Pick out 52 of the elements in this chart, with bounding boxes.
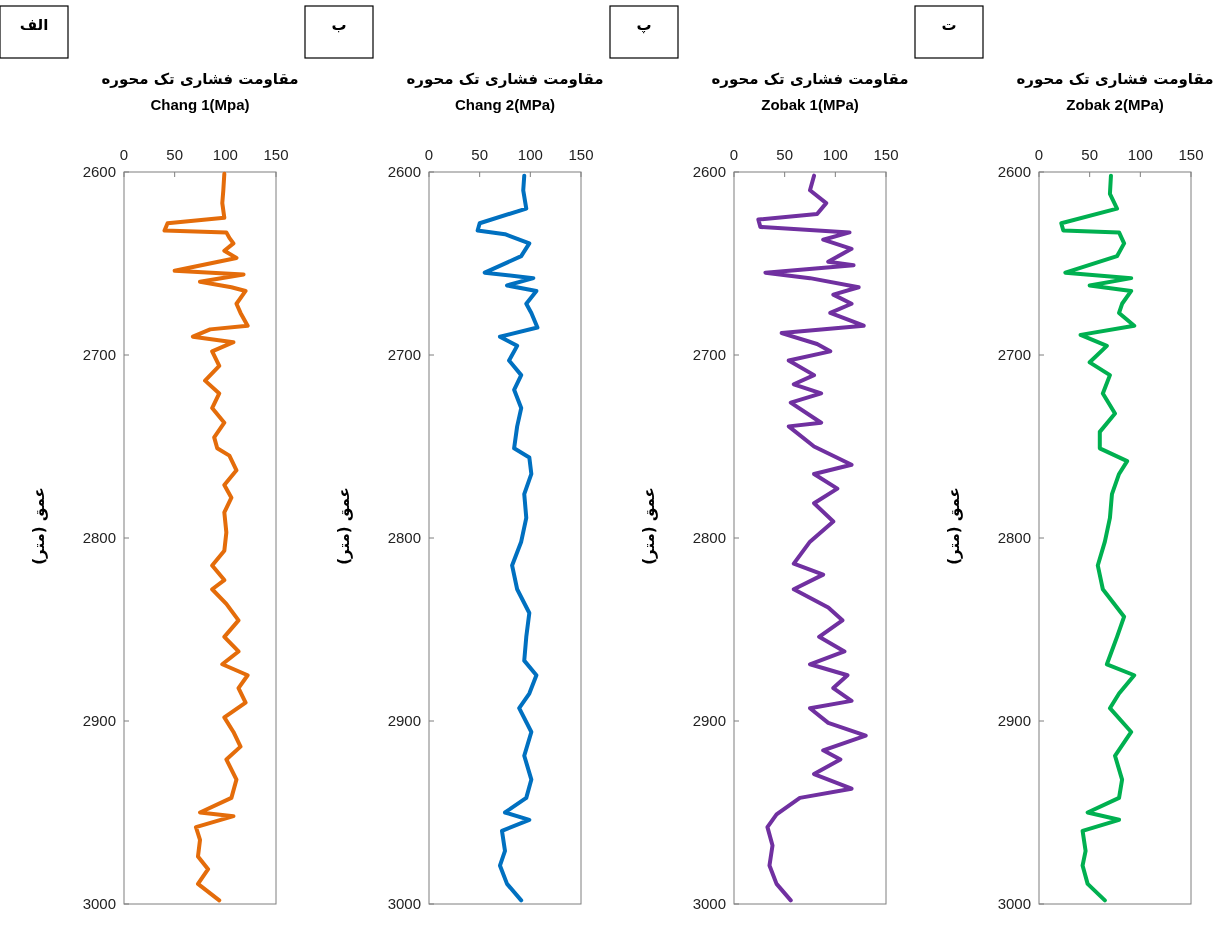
y-tick-label: 2800: [387, 529, 421, 546]
y-tick-label: 2800: [997, 529, 1031, 546]
y-axis-title: عمق (متر): [640, 487, 658, 565]
x-tick-label: 100: [1127, 146, 1153, 163]
y-tick-label: 2800: [82, 529, 116, 546]
x-tick-label: 50: [1081, 146, 1099, 163]
x-tick-label: 100: [212, 146, 238, 163]
x-tick-label: 100: [517, 146, 543, 163]
chart-title: مقاومت فشاری تک محوره: [406, 70, 604, 88]
x-tick-label: 150: [1178, 146, 1204, 163]
y-tick-label: 3000: [387, 895, 421, 912]
y-tick-label: 2800: [692, 529, 726, 546]
text: الف: [19, 16, 49, 34]
y-tick-label: 2700: [997, 346, 1031, 363]
x-tick-label: 150: [873, 146, 899, 163]
x-tick-label: 150: [263, 146, 289, 163]
chart-title: مقاومت فشاری تک محوره: [711, 70, 909, 88]
x-axis-title: Chang 2(MPa): [454, 96, 556, 113]
x-tick-label: 100: [822, 146, 848, 163]
text: ب: [331, 16, 347, 34]
y-tick-label: 2600: [82, 163, 116, 180]
y-tick-label: 2600: [997, 163, 1031, 180]
y-tick-label: 2700: [692, 346, 726, 363]
chart-title: مقاومت فشاری تک محوره: [1016, 70, 1214, 88]
x-tick-label: 0: [729, 146, 739, 163]
x-tick-label: 0: [119, 146, 129, 163]
y-tick-label: 2600: [387, 163, 421, 180]
text: ت: [941, 16, 957, 34]
x-axis-title: Zobak 1(MPa): [761, 96, 859, 113]
y-tick-label: 2600: [692, 163, 726, 180]
x-tick-label: 150: [568, 146, 594, 163]
y-tick-label: 3000: [692, 895, 726, 912]
y-axis-title: عمق (متر): [30, 487, 48, 565]
y-axis-title: عمق (متر): [335, 487, 353, 565]
y-tick-label: 2900: [692, 712, 726, 729]
y-tick-label: 2900: [82, 712, 116, 729]
chart-title: مقاومت فشاری تک محوره: [101, 70, 299, 88]
x-tick-label: 0: [424, 146, 434, 163]
y-axis-title: عمق (متر): [945, 487, 963, 565]
x-axis-title: Zobak 2(MPa): [1066, 96, 1164, 113]
x-tick-label: 50: [471, 146, 489, 163]
x-tick-label: 50: [166, 146, 184, 163]
text: پ: [636, 16, 652, 34]
x-tick-label: 0: [1034, 146, 1044, 163]
x-tick-label: 50: [776, 146, 794, 163]
y-tick-label: 2900: [387, 712, 421, 729]
x-axis-title: Chang 1(Mpa): [150, 96, 250, 113]
y-tick-label: 3000: [997, 895, 1031, 912]
y-tick-label: 2700: [82, 346, 116, 363]
y-tick-label: 2700: [387, 346, 421, 363]
y-tick-label: 2900: [997, 712, 1031, 729]
y-tick-label: 3000: [82, 895, 116, 912]
